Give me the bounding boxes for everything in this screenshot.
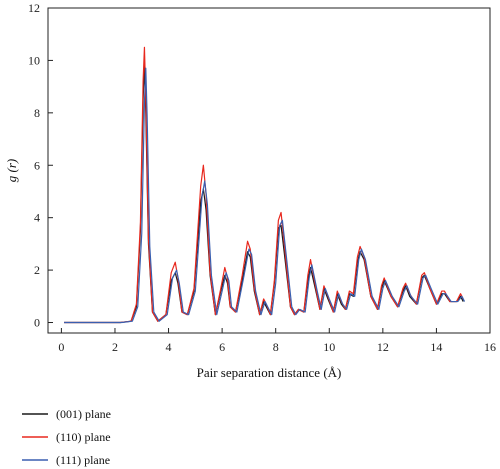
y-tick-label: 2	[34, 263, 40, 277]
legend-label-1: (001) plane	[56, 407, 111, 421]
series-line-1	[64, 65, 464, 324]
series-line-2	[64, 46, 464, 324]
y-tick-label: 10	[28, 53, 40, 67]
axis-layer: 0 2 4 6 8 10 12 14 16 0 2 4 6 8 10 12	[28, 1, 496, 354]
x-tick-label: 10	[323, 340, 335, 354]
x-tick-label: 0	[58, 340, 64, 354]
y-tick-label: 8	[34, 106, 40, 120]
x-tick-label: 12	[377, 340, 389, 354]
legend: (001) plane (110) plane (111) plane	[22, 407, 111, 467]
series-line-3	[64, 67, 466, 324]
y-tick-label: 12	[28, 1, 40, 15]
x-tick-label: 14	[430, 340, 442, 354]
plot-frame	[47, 7, 491, 334]
x-tick-label: 16	[484, 340, 496, 354]
y-tick-label: 0	[34, 316, 40, 330]
x-tick-label: 4	[166, 340, 172, 354]
y-axis-title: g (r)	[4, 159, 19, 182]
y-tick-label: 4	[34, 211, 40, 225]
x-tick-label: 8	[273, 340, 279, 354]
y-tick-label: 6	[34, 158, 40, 172]
x-axis-title: Pair separation distance (Å)	[197, 365, 342, 380]
x-tick-label: 2	[112, 340, 118, 354]
x-tick-label: 6	[219, 340, 225, 354]
series-layer	[64, 46, 466, 324]
legend-label-2: (110) plane	[56, 430, 111, 444]
legend-label-3: (111) plane	[56, 453, 110, 467]
